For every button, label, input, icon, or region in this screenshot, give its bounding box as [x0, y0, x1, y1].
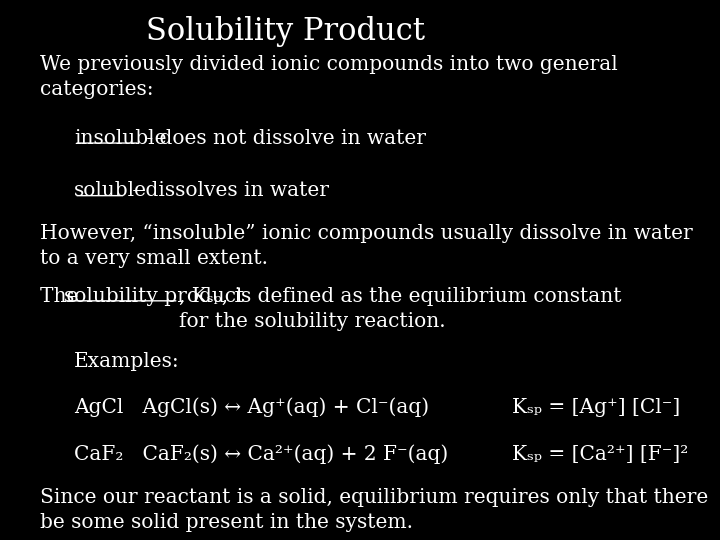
Text: Solubility Product: Solubility Product — [146, 16, 425, 47]
Text: However, “insoluble” ionic compounds usually dissolve in water
to a very small e: However, “insoluble” ionic compounds usu… — [40, 224, 693, 268]
Text: - does not dissolve in water: - does not dissolve in water — [140, 129, 426, 148]
Text: , Kₛₚ, is defined as the equilibrium constant
for the solubility reaction.: , Kₛₚ, is defined as the equilibrium con… — [179, 287, 621, 330]
Text: The: The — [40, 287, 85, 306]
Text: CaF₂   CaF₂(s) ↔ Ca²⁺(aq) + 2 F⁻(aq)          Kₛₚ = [Ca²⁺] [F⁻]²: CaF₂ CaF₂(s) ↔ Ca²⁺(aq) + 2 F⁻(aq) Kₛₚ =… — [74, 444, 688, 464]
Text: solubility product: solubility product — [65, 287, 245, 306]
Text: Since our reactant is a solid, equilibrium requires only that there
be some soli: Since our reactant is a solid, equilibri… — [40, 488, 708, 532]
Text: AgCl   AgCl(s) ↔ Ag⁺(aq) + Cl⁻(aq)             Kₛₚ = [Ag⁺] [Cl⁻]: AgCl AgCl(s) ↔ Ag⁺(aq) + Cl⁻(aq) Kₛₚ = [… — [74, 397, 680, 417]
Text: Examples:: Examples: — [74, 353, 180, 372]
Text: We previously divided ionic compounds into two general
categories:: We previously divided ionic compounds in… — [40, 55, 618, 99]
Text: insoluble: insoluble — [74, 129, 167, 148]
Text: - dissolves in water: - dissolves in water — [125, 181, 328, 200]
Text: soluble: soluble — [74, 181, 147, 200]
